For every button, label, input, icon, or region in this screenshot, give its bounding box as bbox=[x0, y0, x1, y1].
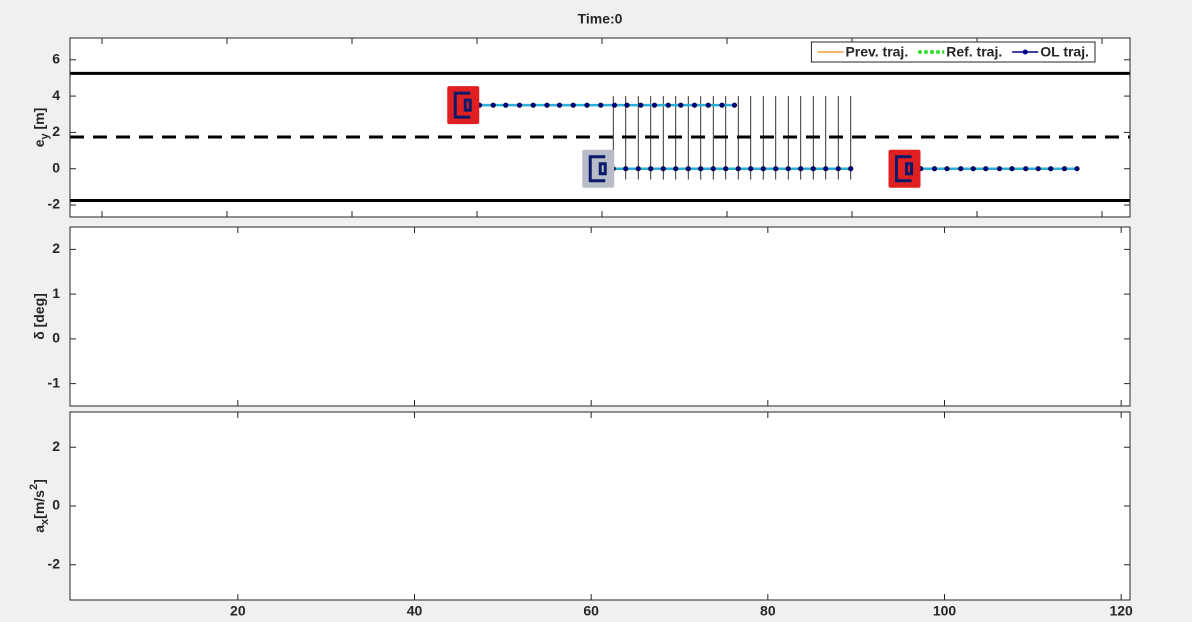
legend-label: OL traj. bbox=[1040, 44, 1089, 60]
trajectory-point bbox=[598, 102, 604, 108]
trajectory-point bbox=[705, 102, 711, 108]
trajectory-point bbox=[678, 102, 684, 108]
legend-marker bbox=[1022, 49, 1028, 55]
y-axis-label-part: y bbox=[39, 133, 51, 140]
y-tick-label: 0 bbox=[52, 159, 60, 175]
y-axis-label: δ [deg] bbox=[31, 293, 47, 340]
y-axis-label-part: [m/s bbox=[31, 490, 47, 519]
y-tick-label: 4 bbox=[52, 87, 60, 103]
trajectory-point bbox=[570, 102, 576, 108]
y-tick-label: -2 bbox=[48, 555, 61, 571]
vehicle-outline bbox=[588, 155, 607, 183]
trajectory-point bbox=[1061, 166, 1068, 172]
axes-background bbox=[70, 412, 1130, 600]
trajectory-point bbox=[760, 166, 766, 172]
trajectory-point bbox=[944, 166, 950, 172]
trajectory-point bbox=[530, 102, 536, 108]
trajectory-point bbox=[691, 102, 698, 108]
x-tick-label: 120 bbox=[1109, 603, 1133, 619]
axes-frame bbox=[69, 226, 1131, 407]
y-tick-label: 2 bbox=[52, 438, 60, 454]
trajectory-point bbox=[735, 166, 741, 172]
x-tick-label: 40 bbox=[407, 603, 423, 619]
y-axis-label: ey [m] bbox=[31, 108, 51, 148]
trajectory-point bbox=[785, 166, 791, 172]
trajectory-point bbox=[685, 166, 691, 172]
y-tick-label: 2 bbox=[52, 240, 60, 256]
axes-background bbox=[70, 227, 1130, 406]
y-axis-label-part: x bbox=[39, 518, 51, 525]
trajectory-point bbox=[584, 102, 590, 108]
trajectory-point bbox=[638, 102, 644, 108]
trajectory-point bbox=[1009, 166, 1015, 172]
trajectory-point bbox=[648, 166, 654, 172]
y-tick-label: -2 bbox=[48, 196, 61, 212]
vehicle-outline bbox=[453, 91, 472, 119]
trajectory-point bbox=[516, 102, 523, 108]
y-tick-label: 0 bbox=[52, 497, 60, 513]
trajectory-point bbox=[698, 166, 704, 172]
trajectory-point bbox=[798, 166, 804, 172]
trajectory-point bbox=[544, 102, 550, 108]
x-tick-label: 60 bbox=[583, 603, 599, 619]
trajectory-point bbox=[665, 102, 671, 108]
y-axis-label-part: ] bbox=[31, 479, 47, 484]
trajectory-point bbox=[490, 102, 496, 108]
x-tick-label: 80 bbox=[760, 603, 776, 619]
legend-label: Prev. traj. bbox=[845, 44, 908, 60]
legend-box bbox=[810, 41, 1096, 63]
trajectory-point bbox=[623, 166, 629, 172]
trajectory-point bbox=[651, 102, 658, 108]
y-axis-label-part: e bbox=[31, 139, 47, 147]
trajectory-point bbox=[1048, 166, 1054, 172]
trajectory-point bbox=[748, 166, 754, 172]
vehicle-outline bbox=[895, 155, 913, 183]
trajectory-point bbox=[931, 166, 938, 172]
trajectory-point bbox=[996, 166, 1003, 172]
trajectory-point bbox=[719, 102, 725, 108]
axes-frame bbox=[69, 37, 1131, 218]
trajectory-point bbox=[660, 166, 666, 172]
x-tick-label: 100 bbox=[933, 603, 957, 619]
trajectory-point bbox=[823, 166, 829, 172]
y-axis-label: ax[m/s2] bbox=[28, 479, 51, 533]
y-tick-label: 2 bbox=[52, 123, 60, 139]
x-tick-label: 20 bbox=[230, 603, 246, 619]
trajectory-point bbox=[970, 166, 976, 172]
y-tick-label: 1 bbox=[52, 285, 60, 301]
trajectory-point bbox=[773, 166, 779, 172]
trajectory-point bbox=[503, 102, 509, 108]
trajectory-point bbox=[731, 102, 738, 108]
axes-background bbox=[70, 38, 1130, 217]
trajectory-point bbox=[958, 166, 964, 172]
y-axis-label-part: δ [deg] bbox=[31, 293, 47, 340]
y-tick-label: -1 bbox=[48, 374, 61, 390]
legend-label: Ref. traj. bbox=[946, 44, 1002, 60]
y-axis-label-part: 2 bbox=[28, 484, 40, 490]
trajectory-point bbox=[835, 166, 841, 172]
trajectory-point bbox=[624, 102, 630, 108]
trajectory-point bbox=[983, 166, 989, 172]
trajectory-point bbox=[673, 166, 679, 172]
trajectory-point bbox=[710, 166, 716, 172]
y-tick-label: 0 bbox=[52, 330, 60, 346]
y-tick-label: 6 bbox=[52, 50, 60, 66]
y-axis-label-part: [m] bbox=[31, 108, 47, 134]
trajectory-point bbox=[810, 166, 816, 172]
figure-title: Time:0 bbox=[578, 11, 623, 27]
trajectory-point bbox=[556, 102, 563, 108]
trajectory-point bbox=[723, 166, 729, 172]
trajectory-point bbox=[635, 166, 641, 172]
trajectory-point bbox=[1023, 166, 1029, 172]
trajectory-point bbox=[1035, 166, 1041, 172]
trajectory-point bbox=[611, 102, 618, 108]
trajectory-point bbox=[1074, 166, 1080, 172]
legend: Prev. traj. Ref. traj. OL traj. bbox=[810, 41, 1096, 63]
y-axis-label-part: a bbox=[31, 525, 47, 533]
trajectory-point bbox=[848, 166, 854, 172]
